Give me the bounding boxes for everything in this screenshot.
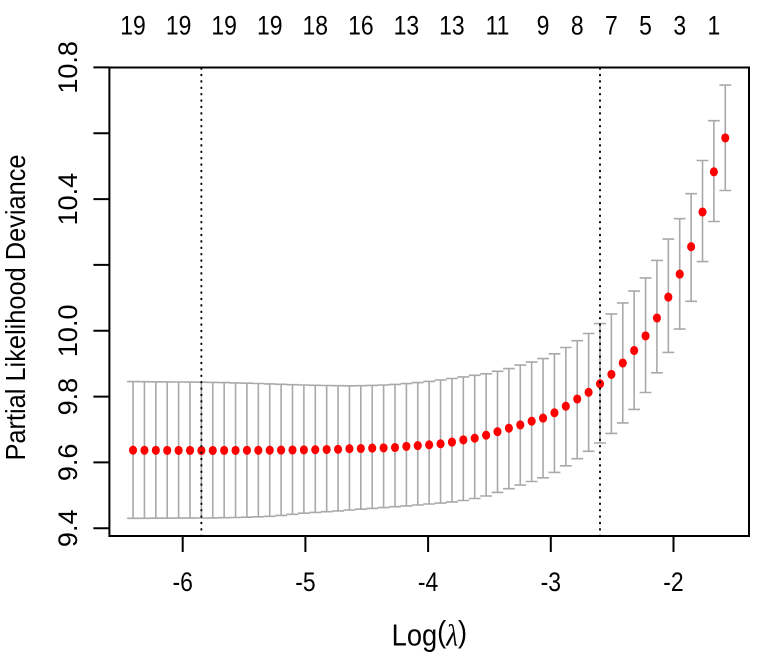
svg-text:Log(λ): Log(λ) [392, 615, 468, 653]
svg-text:11: 11 [486, 11, 510, 41]
svg-text:10.4: 10.4 [53, 173, 83, 226]
svg-text:16: 16 [348, 11, 374, 41]
svg-text:-5: -5 [295, 567, 315, 597]
svg-text:19: 19 [211, 11, 237, 41]
svg-text:-2: -2 [663, 567, 683, 597]
svg-text:-4: -4 [418, 567, 438, 597]
svg-text:10.8: 10.8 [53, 41, 83, 94]
svg-text:10.0: 10.0 [53, 305, 83, 358]
svg-text:5: 5 [639, 11, 652, 41]
svg-text:8: 8 [571, 11, 584, 41]
svg-text:19: 19 [166, 11, 192, 41]
svg-text:9.4: 9.4 [53, 510, 83, 548]
svg-text:1: 1 [708, 11, 721, 41]
svg-text:19: 19 [257, 11, 283, 41]
svg-text:9: 9 [537, 11, 550, 41]
svg-text:Partial Likelihood Deviance: Partial Likelihood Deviance [0, 155, 31, 461]
svg-text:-3: -3 [541, 567, 561, 597]
svg-text:3: 3 [673, 11, 686, 41]
svg-text:-6: -6 [172, 567, 192, 597]
svg-text:9.6: 9.6 [53, 444, 83, 482]
svg-text:13: 13 [394, 11, 420, 41]
svg-text:19: 19 [120, 11, 146, 41]
svg-text:7: 7 [605, 11, 618, 41]
svg-text:9.8: 9.8 [53, 378, 83, 416]
svg-text:18: 18 [303, 11, 329, 41]
svg-text:13: 13 [439, 11, 465, 41]
